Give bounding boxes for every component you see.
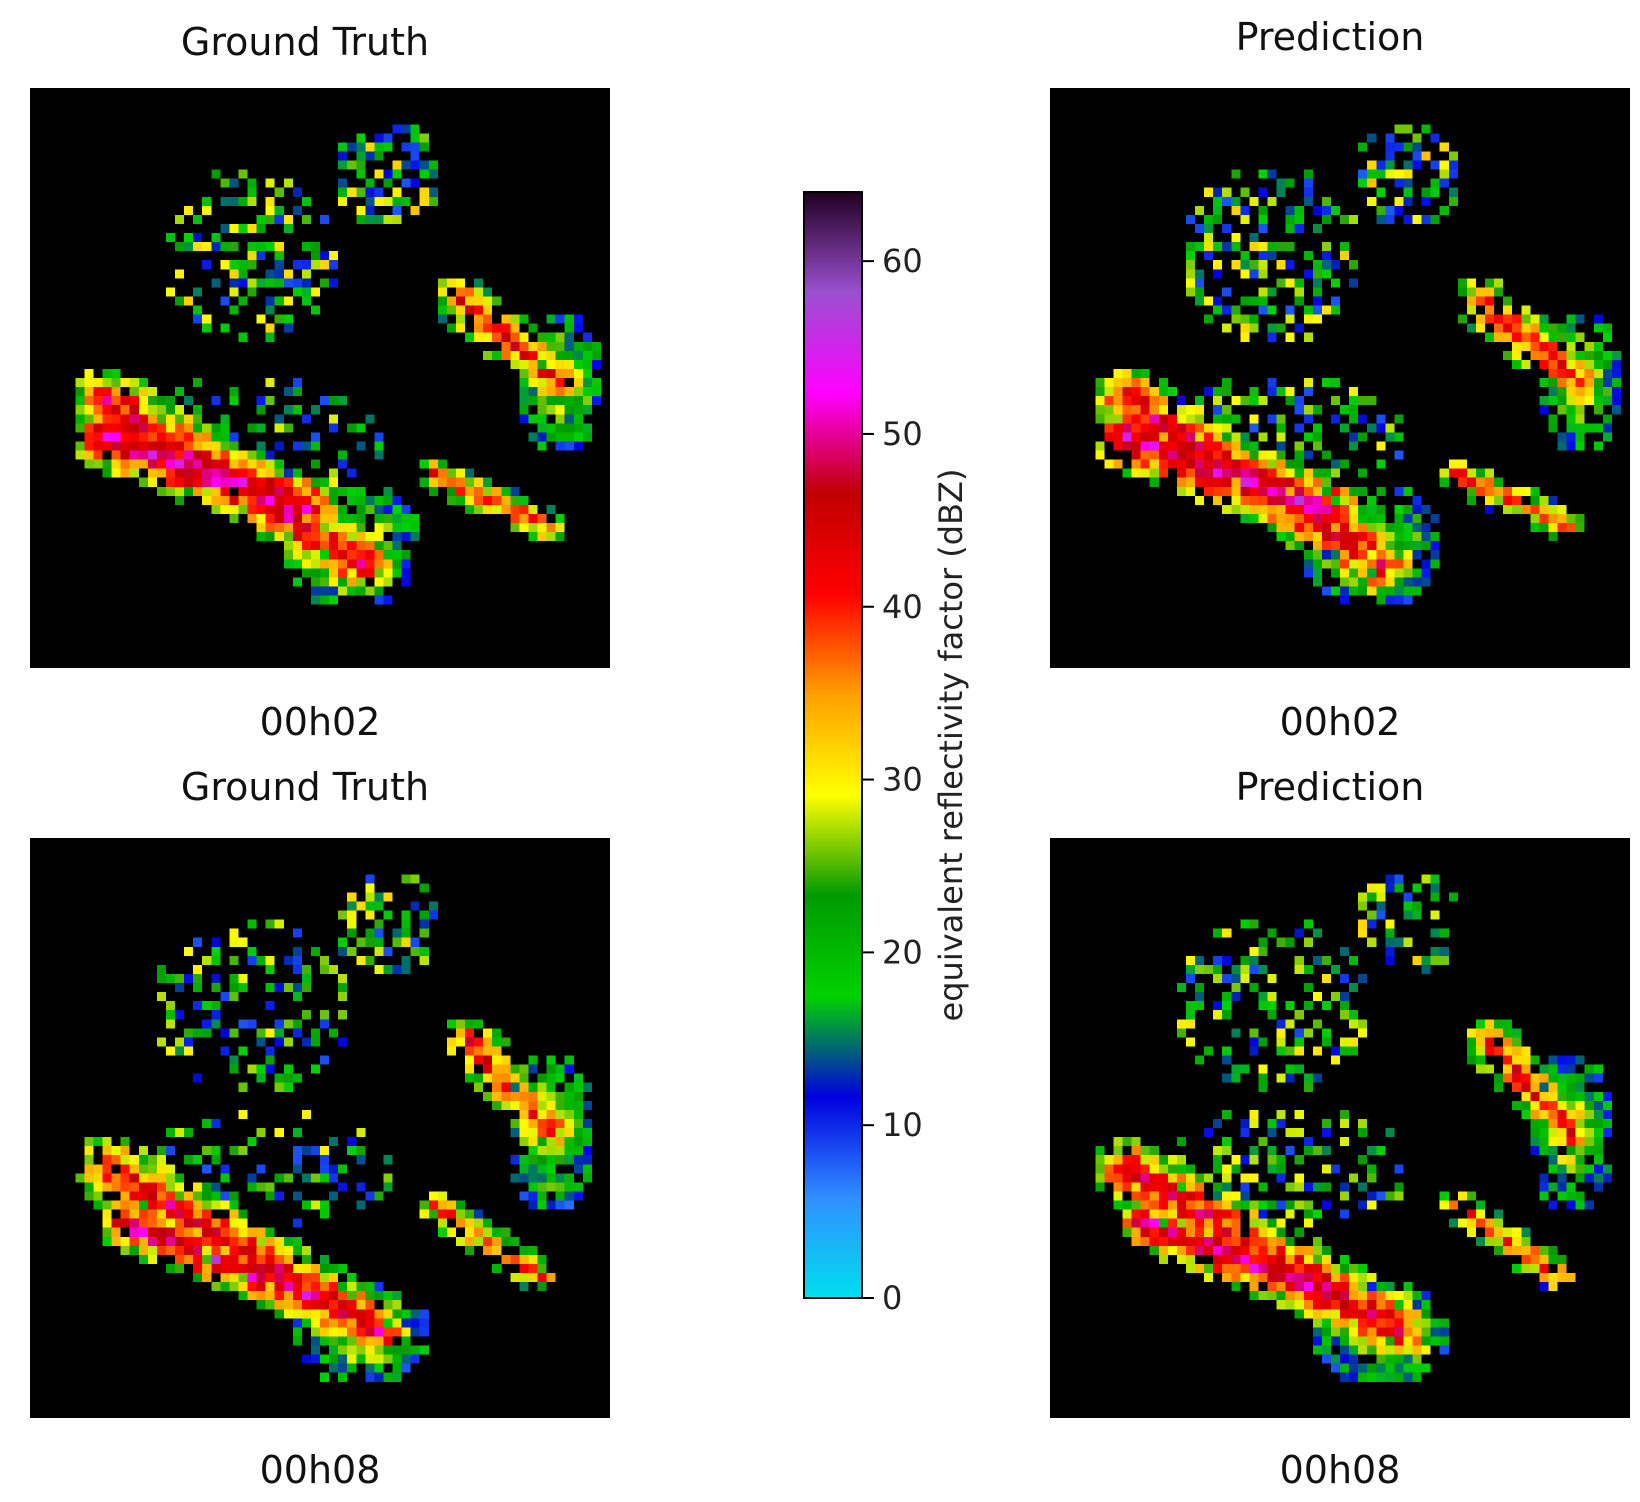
colorbar-tick-label-30: 30 bbox=[882, 761, 923, 799]
panel-caption-gt-1: 00h02 bbox=[259, 700, 381, 744]
panel-title-pred-1: Prediction bbox=[1235, 15, 1425, 59]
panel-title-pred-2: Prediction bbox=[1235, 765, 1425, 809]
panel-caption-gt-2: 00h08 bbox=[259, 1448, 381, 1492]
colorbar-label: equivalent reflectivity factor (dBZ) bbox=[932, 469, 970, 1022]
colorbar-tick-label-0: 0 bbox=[882, 1279, 902, 1317]
heatmap-ground-truth-00h08 bbox=[30, 838, 610, 1418]
colorbar-tick-label-60: 60 bbox=[882, 242, 923, 280]
colorbar: 0 10 20 30 40 50 60 equivalent reflectivity fa… bbox=[790, 188, 1090, 1317]
panel-caption-pred-1: 00h02 bbox=[1279, 700, 1401, 744]
panel-title-gt-2: Ground Truth bbox=[180, 765, 430, 809]
panel-caption-pred-2: 00h08 bbox=[1279, 1448, 1401, 1492]
colorbar-tick-label-50: 50 bbox=[882, 415, 923, 453]
heatmap-prediction-00h02 bbox=[1050, 88, 1630, 668]
panel-title-gt-1: Ground Truth bbox=[180, 20, 430, 64]
colorbar-tick-label-40: 40 bbox=[882, 588, 923, 626]
colorbar-gradient bbox=[803, 191, 863, 1299]
heatmap-ground-truth-00h02 bbox=[30, 88, 610, 668]
colorbar-ticks: 0 10 20 30 40 50 60 bbox=[862, 242, 923, 1317]
heatmap-canvas bbox=[1050, 838, 1630, 1418]
colorbar-tick-label-20: 20 bbox=[882, 933, 923, 971]
heatmap-prediction-00h08 bbox=[1050, 838, 1630, 1418]
heatmap-canvas bbox=[30, 88, 610, 668]
heatmap-canvas bbox=[30, 838, 610, 1418]
heatmap-canvas bbox=[1050, 88, 1630, 668]
colorbar-tick-label-10: 10 bbox=[882, 1106, 923, 1144]
colorbar-svg: 0 10 20 30 40 50 60 equivalent reflectivity fa… bbox=[803, 191, 970, 1317]
